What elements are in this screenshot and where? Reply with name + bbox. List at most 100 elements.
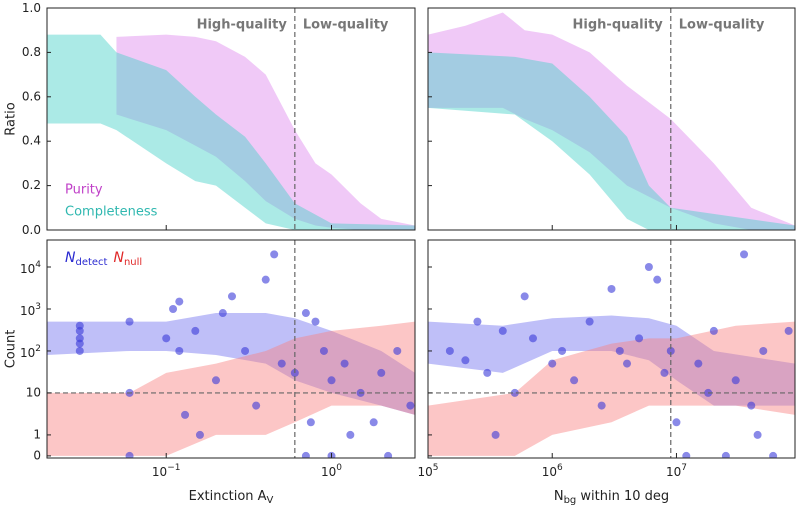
point [227,292,236,301]
point [672,418,681,427]
point [491,430,500,439]
point [369,418,378,427]
panel [47,8,415,230]
point [709,326,718,335]
point [301,451,310,458]
point [753,430,762,439]
point [510,388,519,397]
panel [428,8,795,230]
point [241,346,250,355]
tick-label: 1.0 [22,1,41,15]
tick-base: 10 [20,303,35,317]
point [694,359,703,368]
point [615,346,624,355]
tick-label: 0.4 [22,134,41,148]
tick-base: 10 [417,465,432,479]
tick-exp: −1 [167,463,180,473]
point [181,410,190,419]
point [759,346,768,355]
legend-entry: Purity [65,183,103,198]
point [653,275,662,284]
tick-exp: 5 [433,463,439,473]
tick-label: 0.6 [22,89,41,103]
x-axis-label: Extinction AV [189,489,274,505]
tick-base: 10 [666,465,681,479]
point [377,368,386,377]
tick-base: 0.0 [22,223,41,237]
tick-exp: 4 [35,260,41,270]
point [548,359,557,368]
annotation: Low-quality [303,18,389,33]
x-axis-label: Nbg within 10 deg [554,489,669,505]
label-part: within 10 deg [576,489,669,504]
point [175,297,184,306]
tick-exp: 7 [681,463,687,473]
band [428,12,795,230]
annotation: High-quality [197,18,288,33]
band [47,313,415,415]
point [75,339,84,348]
band [428,52,795,230]
legend-name: N [65,250,76,266]
tick-label: 105 [417,463,438,479]
label-part: Extinction A [189,489,267,504]
band [47,34,415,230]
point [721,451,730,458]
point [520,292,529,301]
tick-label: 1 [33,427,41,441]
tick-label: 0.8 [22,45,41,59]
point [346,430,355,439]
frame [427,239,796,459]
point [162,334,171,343]
annotation: Low-quality [679,18,765,33]
point [635,334,644,343]
panel [428,240,795,458]
point [585,317,594,326]
point [623,359,632,368]
point [570,376,579,385]
tick-label: 102 [20,343,41,359]
tick-label: 107 [666,463,687,479]
point [211,376,220,385]
tick-label: 10−1 [152,463,181,479]
tick-label: 0 [33,448,41,462]
y-axis-label: Count [4,330,19,369]
point [461,356,470,365]
point [169,304,178,313]
point [327,376,336,385]
tick-exp: 2 [35,343,41,353]
point [270,250,279,259]
band [116,34,415,230]
tick-label: 0.2 [22,178,41,192]
y-axis-label: Ratio [4,102,19,135]
point [340,359,349,368]
point [498,326,507,335]
frame [427,7,796,231]
tick-base: 10 [542,465,557,479]
point [682,451,691,458]
panel [47,240,415,458]
point [301,309,310,318]
tick-label: 104 [20,260,41,276]
tick-exp: 0 [336,463,342,473]
legend-entry: Completeness [65,205,158,220]
point [191,326,200,335]
point [784,326,793,335]
point [75,346,84,355]
point [747,401,756,410]
label-part: bg [564,495,577,505]
point [319,346,328,355]
point [277,359,286,368]
point [769,451,778,458]
point [252,401,261,410]
point [483,368,492,377]
tick-label: 10 [26,385,41,399]
tick-exp: 3 [35,301,41,311]
point [597,401,606,410]
point [306,418,315,427]
point [261,275,270,284]
point [731,376,740,385]
point [660,368,669,377]
label-part: N [554,489,564,504]
point [406,401,415,410]
